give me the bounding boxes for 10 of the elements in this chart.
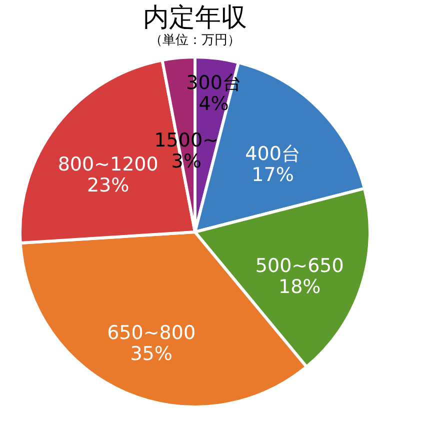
slice-label: 400台 <box>245 143 300 166</box>
slice-label: 800~1200 <box>58 154 158 176</box>
data-label: 23% <box>86 174 130 197</box>
slice-label: 500~650 <box>255 254 344 277</box>
data-label: 17% <box>252 164 294 186</box>
slice-label: 650~800 <box>107 322 196 344</box>
chart-subtitle: （単位：万円） <box>150 33 240 48</box>
data-label: 35% <box>130 342 172 365</box>
data-label: 18% <box>278 276 321 298</box>
chart-title: 内定年収 <box>143 3 247 33</box>
